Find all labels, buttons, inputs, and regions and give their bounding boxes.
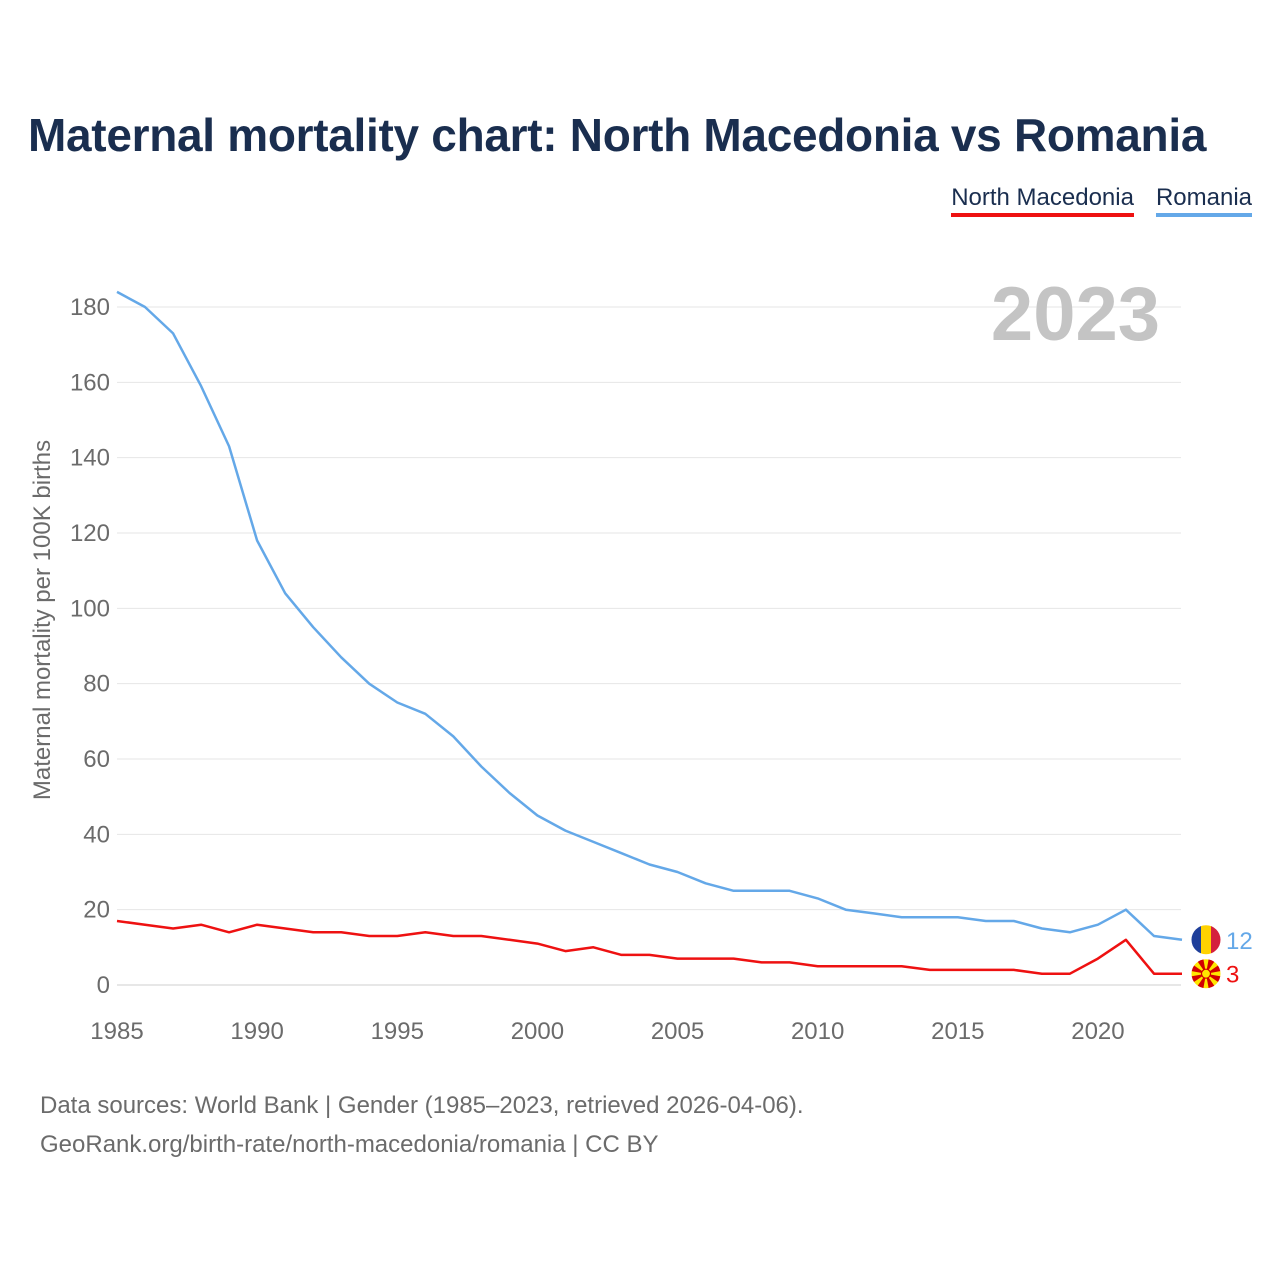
- end-value-label: 3: [1226, 962, 1239, 989]
- y-tick-label: 0: [97, 972, 110, 999]
- y-axis-label: Maternal mortality per 100K births: [29, 440, 56, 800]
- x-tick-label: 1995: [371, 1018, 424, 1045]
- source-line-1: Data sources: World Bank | Gender (1985–…: [40, 1092, 804, 1119]
- y-tick-label: 160: [70, 369, 110, 396]
- y-tick-label: 100: [70, 595, 110, 622]
- legend-item-romania[interactable]: Romania: [1155, 184, 1252, 217]
- x-tick-label: 2020: [1071, 1018, 1124, 1045]
- x-tick-label: 2015: [931, 1018, 984, 1045]
- legend: North Macedonia Romania: [951, 184, 1252, 217]
- y-tick-label: 40: [83, 821, 110, 848]
- y-axis-ticks: 0 20 40 60 80 100 120 140 160 180: [70, 294, 110, 999]
- series-line-romania[interactable]: [116, 290, 1183, 942]
- x-tick-label: 2000: [511, 1018, 564, 1045]
- y-tick-label: 120: [70, 520, 110, 547]
- source-note: Data sources: World Bank | Gender (1985–…: [40, 1086, 804, 1164]
- series-line-north-macedonia[interactable]: [116, 919, 1182, 975]
- y-tick-label: 60: [83, 746, 110, 773]
- legend-item-north-macedonia[interactable]: North Macedonia: [951, 184, 1134, 217]
- y-tick-label: 140: [70, 445, 110, 472]
- page-title: Maternal mortality chart: North Macedoni…: [28, 109, 1207, 161]
- y-tick-label: 180: [70, 294, 110, 321]
- x-tick-label: 1985: [90, 1018, 143, 1045]
- y-tick-label: 80: [83, 671, 110, 698]
- source-line-2[interactable]: GeoRank.org/birth-rate/north-macedonia/r…: [40, 1131, 659, 1158]
- x-tick-label: 2005: [651, 1018, 704, 1045]
- x-tick-label: 2010: [791, 1018, 844, 1045]
- y-tick-label: 20: [83, 897, 110, 924]
- x-axis-ticks: 1985 1990 1995 2000 2005 2010 2015 2020: [90, 1018, 1124, 1045]
- x-tick-label: 1990: [230, 1018, 283, 1045]
- year-label: 2023: [991, 272, 1160, 357]
- line-chart: 0 20 40 60 80 100 120 140 160 180 1985 1990 1995 200…: [29, 272, 1253, 1045]
- north-macedonia-flag-icon: [1190, 958, 1222, 990]
- romania-flag-icon: [1190, 924, 1222, 956]
- end-value-label: 12: [1226, 928, 1253, 955]
- grid-lines: [117, 306, 1181, 986]
